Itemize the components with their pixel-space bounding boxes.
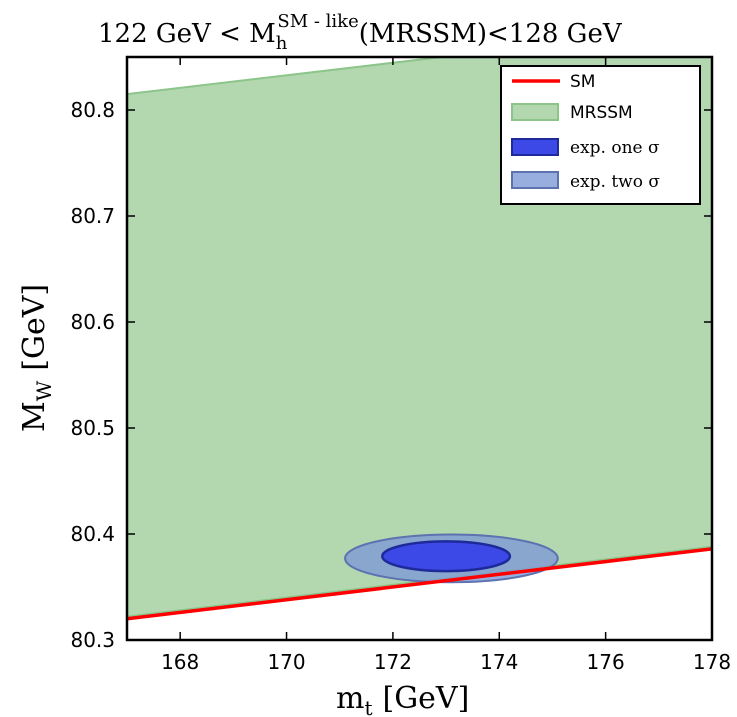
x-tick-label: 172 <box>374 650 412 674</box>
x-tick-label: 174 <box>480 650 518 674</box>
chart-title: 122 GeV < MhSM - like(MRSSM)<128 GeV <box>98 11 623 54</box>
legend-mrssm-swatch <box>511 103 559 121</box>
legend-two-sigma-label: exp. two σ <box>570 172 660 192</box>
sm-line <box>127 547 712 621</box>
xlabel-unit: [GeV] <box>383 681 470 716</box>
x-tick-label: 168 <box>161 650 199 674</box>
y-tick-label: 80.6 <box>70 310 115 334</box>
legend-one-sigma-swatch <box>511 138 559 156</box>
legend-mrssm-label: MRSSM <box>570 103 633 123</box>
x-tick-label: 170 <box>267 650 305 674</box>
ylabel-sub: W <box>32 380 56 401</box>
legend-two-sigma-swatch <box>511 171 559 189</box>
x-tick-label: 176 <box>587 650 625 674</box>
title-post: (MRSSM)<128 GeV <box>359 19 623 49</box>
y-tick-label: 80.3 <box>70 628 115 652</box>
x-tick-label: 178 <box>693 650 731 674</box>
y-axis-label: MW [GeV] <box>17 284 56 432</box>
plot-frame <box>125 55 714 642</box>
ylabel-unit: [GeV] <box>17 284 52 371</box>
y-tick-label: 80.7 <box>70 204 115 228</box>
title-pre: 122 GeV < M <box>98 19 276 49</box>
y-tick-label: 80.5 <box>70 416 115 440</box>
y-tick-label: 80.4 <box>70 522 115 546</box>
title-sub: h <box>276 33 288 54</box>
xlabel-main: m <box>336 681 364 716</box>
y-axis: 80.3 80.4 80.5 80.6 80.7 80.8 <box>70 98 712 652</box>
one-sigma-ellipse <box>381 540 512 573</box>
legend-one-sigma-label: exp. one σ <box>570 138 660 158</box>
legend: SM MRSSM exp. one σ exp. two σ <box>500 65 701 205</box>
y-tick-label: 80.8 <box>70 98 115 122</box>
ylabel-main: M <box>17 401 52 432</box>
mrssm-upper-edge <box>127 57 451 96</box>
x-axis: 168 170 172 174 176 178 <box>161 57 731 674</box>
x-axis-label: mt [GeV] <box>336 681 469 717</box>
legend-sm-label: SM <box>570 72 595 92</box>
xlabel-sub: t <box>364 696 372 717</box>
title-sup: SM - like <box>277 11 358 32</box>
